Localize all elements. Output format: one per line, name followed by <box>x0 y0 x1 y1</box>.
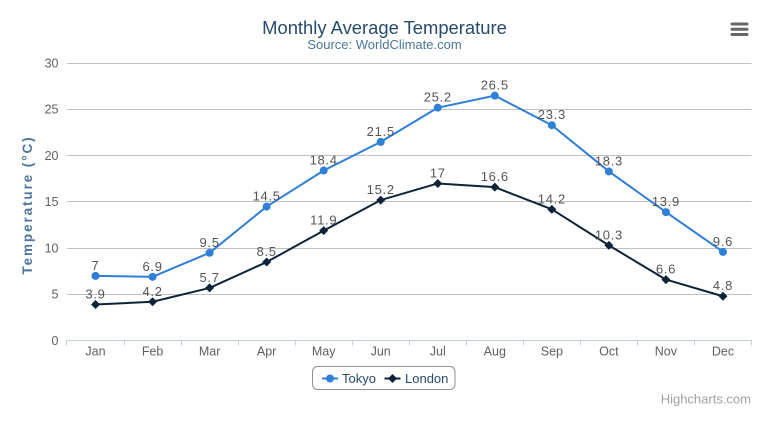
svg-text:9.6: 9.6 <box>713 234 733 249</box>
svg-text:3.9: 3.9 <box>85 287 105 302</box>
svg-text:14.2: 14.2 <box>538 191 566 206</box>
svg-text:Jun: Jun <box>371 345 391 359</box>
svg-text:18.3: 18.3 <box>595 153 623 168</box>
svg-text:18.4: 18.4 <box>310 153 338 168</box>
svg-text:30: 30 <box>45 57 59 71</box>
svg-text:6.9: 6.9 <box>142 259 162 274</box>
svg-text:Highcharts.com: Highcharts.com <box>661 392 751 407</box>
svg-text:4.2: 4.2 <box>142 284 162 299</box>
svg-text:25.2: 25.2 <box>424 90 452 105</box>
svg-text:25: 25 <box>45 103 59 117</box>
svg-text:11.9: 11.9 <box>310 213 337 228</box>
svg-text:23.3: 23.3 <box>538 107 566 122</box>
svg-text:21.5: 21.5 <box>367 124 395 139</box>
svg-text:Jul: Jul <box>430 345 446 359</box>
svg-text:Sep: Sep <box>541 345 563 359</box>
svg-text:26.5: 26.5 <box>481 78 509 93</box>
svg-text:Oct: Oct <box>599 345 619 359</box>
svg-text:Nov: Nov <box>655 345 678 359</box>
svg-text:6.6: 6.6 <box>656 262 676 277</box>
svg-text:9.5: 9.5 <box>200 235 220 250</box>
svg-text:Temperature (°C): Temperature (°C) <box>20 135 35 274</box>
svg-text:Feb: Feb <box>142 345 164 359</box>
svg-text:Tokyo: Tokyo <box>342 371 376 386</box>
svg-text:Dec: Dec <box>712 345 734 359</box>
svg-text:5: 5 <box>52 288 59 302</box>
svg-text:London: London <box>405 371 448 386</box>
svg-text:Mar: Mar <box>199 345 221 359</box>
svg-text:May: May <box>312 345 336 359</box>
svg-text:Aug: Aug <box>484 345 506 359</box>
svg-text:0: 0 <box>52 334 59 348</box>
svg-text:14.5: 14.5 <box>253 189 281 204</box>
svg-text:Jan: Jan <box>85 345 105 359</box>
svg-text:Source: WorldClimate.com: Source: WorldClimate.com <box>307 37 461 52</box>
svg-text:15: 15 <box>45 195 59 209</box>
svg-text:Apr: Apr <box>257 345 276 359</box>
svg-text:4.8: 4.8 <box>713 278 733 293</box>
svg-text:15.2: 15.2 <box>367 182 395 197</box>
svg-text:20: 20 <box>45 149 59 163</box>
svg-text:13.9: 13.9 <box>652 194 680 209</box>
svg-text:10: 10 <box>45 241 59 255</box>
svg-text:7: 7 <box>92 258 100 273</box>
svg-text:Monthly Average Temperature: Monthly Average Temperature <box>262 17 507 38</box>
svg-text:5.7: 5.7 <box>200 270 220 285</box>
svg-text:10.3: 10.3 <box>595 227 623 242</box>
svg-text:16.6: 16.6 <box>481 169 509 184</box>
svg-text:17: 17 <box>430 165 446 180</box>
svg-text:8.5: 8.5 <box>257 244 277 259</box>
